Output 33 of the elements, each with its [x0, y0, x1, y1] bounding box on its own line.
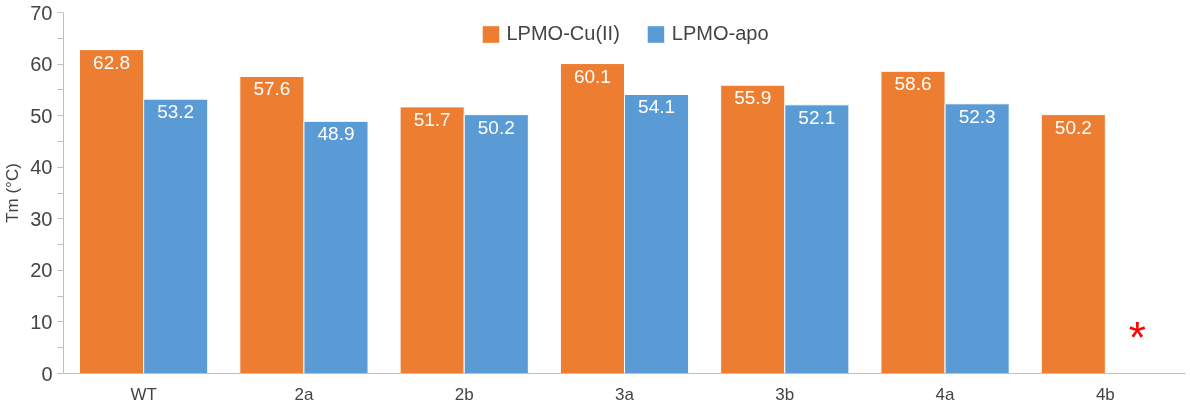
x-tick-label: 4b: [1095, 384, 1115, 404]
y-tick-label: 60: [30, 53, 53, 76]
data-label: 58.6: [894, 73, 932, 95]
data-label: 53.2: [157, 101, 195, 123]
data-label: 55.9: [734, 87, 772, 109]
y-tick-label: 50: [30, 104, 53, 127]
y-tick-label: 40: [30, 156, 53, 179]
data-label: 57.6: [253, 78, 291, 100]
data-label: 50.2: [477, 116, 515, 138]
annotation: *: [1128, 312, 1146, 362]
data-label: 60.1: [573, 65, 611, 87]
x-tick-label: 3a: [615, 384, 635, 404]
data-label: 54.1: [638, 96, 676, 118]
data-label: 62.8: [93, 51, 131, 73]
legend-label: LPMO-Cu(II): [506, 22, 620, 45]
y-tick-label: 20: [30, 259, 53, 282]
x-tick-label: 3b: [775, 384, 795, 404]
y-tick-label: 70: [30, 1, 53, 24]
x-tick-label: 2b: [454, 384, 474, 404]
y-tick-label: 0: [41, 362, 53, 385]
data-label: 50.2: [1054, 116, 1092, 138]
data-label: 48.9: [317, 123, 355, 145]
x-tick-label: 2a: [294, 384, 314, 404]
legend-label: LPMO-apo: [671, 22, 769, 45]
bar: [1040, 114, 1106, 374]
x-tick-label: WT: [130, 384, 157, 404]
data-label: 52.1: [798, 106, 836, 128]
data-label: 51.7: [413, 108, 451, 130]
y-tick-label: 10: [30, 310, 53, 333]
y-axis-title: Tm (°C): [3, 163, 23, 223]
y-tick-label: 30: [30, 207, 53, 230]
x-tick-label: 4a: [935, 384, 956, 404]
data-label: 52.3: [958, 105, 996, 127]
